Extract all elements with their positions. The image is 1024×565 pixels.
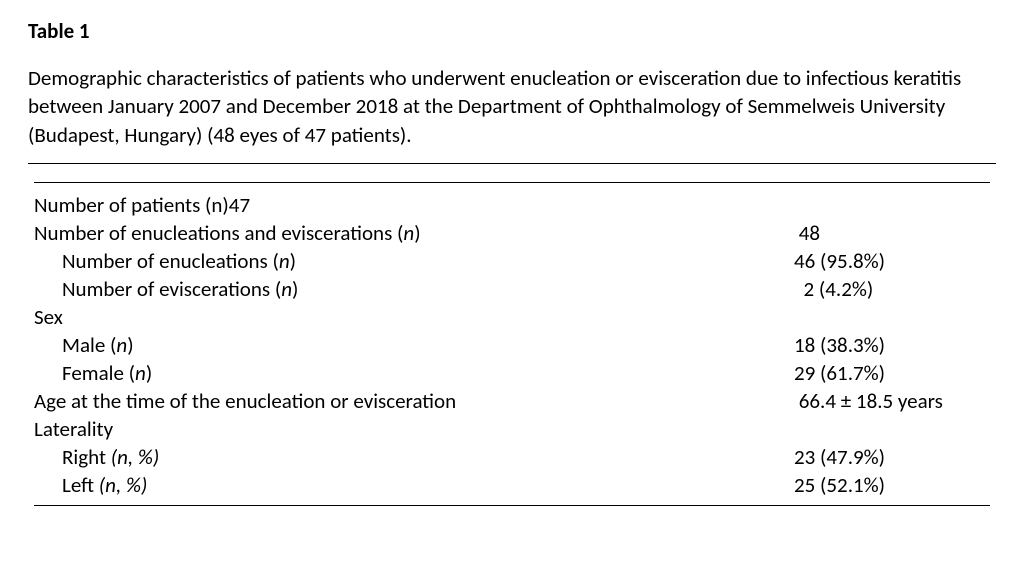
table-row: Number of enucleations (n) 46 (95.8%) bbox=[34, 247, 990, 275]
right-label-mid: , %) bbox=[128, 444, 159, 470]
table-row: Sex bbox=[34, 303, 990, 331]
male-value: 18 (38.3%) bbox=[794, 331, 990, 359]
sex-header: Sex bbox=[34, 303, 990, 331]
enuc-label-var: n bbox=[279, 248, 290, 274]
male-label-var: n bbox=[116, 332, 127, 358]
right-label-var: (n bbox=[111, 444, 128, 470]
left-label-var: (n bbox=[99, 472, 116, 498]
enuc-label-post: ) bbox=[290, 248, 296, 274]
female-value: 29 (61.7%) bbox=[794, 359, 990, 387]
evisc-label-pre: Number of eviscerations ( bbox=[62, 276, 281, 302]
patients-value-inline: 47 bbox=[229, 192, 250, 218]
rule-top-inner bbox=[34, 182, 990, 183]
demographics-table: Number of patients (n)47 Number of enucl… bbox=[34, 191, 990, 499]
table-row: Laterality bbox=[34, 415, 990, 443]
evisc-value: 2 (4.2%) bbox=[794, 275, 990, 303]
enuc-label-pre: Number of enucleations ( bbox=[62, 248, 279, 274]
rule-bottom-inner bbox=[34, 505, 990, 506]
left-value: 25 (52.1%) bbox=[794, 471, 990, 499]
table-label: Table 1 bbox=[28, 18, 996, 44]
laterality-header: Laterality bbox=[34, 415, 990, 443]
female-label-post: ) bbox=[146, 360, 152, 386]
patients-label: Number of patients (n) bbox=[34, 192, 229, 218]
evisc-label-var: n bbox=[281, 276, 292, 302]
evisc-label-post: ) bbox=[292, 276, 298, 302]
table-row: Number of patients (n)47 bbox=[34, 191, 990, 219]
female-label-pre: Female ( bbox=[62, 360, 135, 386]
table-row: Number of eviscerations (n) 2 (4.2%) bbox=[34, 275, 990, 303]
age-value: 66.4 ± 18.5 years bbox=[794, 387, 990, 415]
left-label-mid: , %) bbox=[116, 472, 147, 498]
left-label-pre: Left bbox=[62, 472, 99, 498]
page: Table 1 Demographic characteristics of p… bbox=[0, 0, 1024, 514]
right-value: 23 (47.9%) bbox=[794, 443, 990, 471]
table-row: Male (n) 18 (38.3%) bbox=[34, 331, 990, 359]
total-proc-label-pre: Number of enucleations and eviscerations… bbox=[34, 220, 403, 246]
table-caption: Demographic characteristics of patients … bbox=[28, 64, 996, 149]
female-label-var: n bbox=[135, 360, 146, 386]
table-row: Right (n, %) 23 (47.9%) bbox=[34, 443, 990, 471]
right-label-pre: Right bbox=[62, 444, 111, 470]
male-label-pre: Male ( bbox=[62, 332, 116, 358]
age-label: Age at the time of the enucleation or ev… bbox=[34, 387, 794, 415]
table-row: Left (n, %) 25 (52.1%) bbox=[34, 471, 990, 499]
table-body: Number of patients (n)47 Number of enucl… bbox=[28, 164, 996, 514]
table-row: Number of enucleations and eviscerations… bbox=[34, 219, 990, 247]
total-proc-label-var: n bbox=[403, 220, 414, 246]
enuc-value: 46 (95.8%) bbox=[794, 247, 990, 275]
table-row: Female (n) 29 (61.7%) bbox=[34, 359, 990, 387]
table-row: Age at the time of the enucleation or ev… bbox=[34, 387, 990, 415]
total-proc-value: 48 bbox=[794, 219, 990, 247]
total-proc-label-post: ) bbox=[414, 220, 420, 246]
male-label-post: ) bbox=[127, 332, 133, 358]
